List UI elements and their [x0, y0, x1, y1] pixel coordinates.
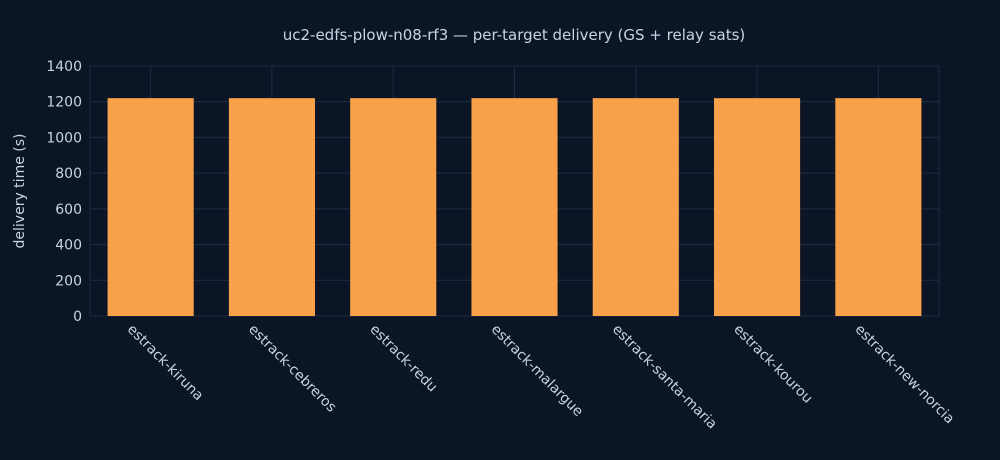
y-tick-label: 800 — [55, 166, 82, 182]
y-tick-label: 1200 — [46, 95, 82, 111]
y-tick-label: 200 — [55, 273, 82, 289]
y-tick-labels: 0 200 400 600 800 1000 1200 1400 — [46, 59, 82, 325]
y-axis-label: delivery time (s) — [12, 134, 28, 249]
bar-layer — [107, 98, 922, 317]
y-tick-label: 1000 — [46, 130, 82, 146]
x-tick-label: estrack-malargue — [488, 322, 586, 420]
y-tick-label: 400 — [55, 238, 82, 254]
bar-estrack-redu[interactable] — [350, 98, 437, 317]
bar-estrack-kourou[interactable] — [714, 98, 801, 317]
bar-estrack-santa-maria[interactable] — [592, 98, 679, 317]
x-tick-label: estrack-kourou — [730, 322, 815, 407]
y-tick-label: 0 — [73, 309, 82, 325]
x-tick-label: estrack-cebreros — [245, 322, 339, 416]
chart-title: uc2-edfs-plow-n08-rf3 — per-target deliv… — [283, 26, 746, 44]
bar-estrack-new-norcia[interactable] — [835, 98, 922, 317]
y-tick-label: 600 — [55, 202, 82, 218]
x-tick-label: estrack-santa-maria — [609, 322, 720, 433]
y-tick-label: 1400 — [46, 59, 82, 75]
x-tick-labels: estrack-kiruna estrack-cebreros estrack-re… — [124, 322, 958, 433]
x-tick-label: estrack-redu — [366, 322, 440, 396]
bar-estrack-malargue[interactable] — [471, 98, 558, 317]
x-tick-label: estrack-kiruna — [124, 322, 206, 404]
bar-estrack-kiruna[interactable] — [107, 98, 194, 317]
x-tick-label: estrack-new-norcia — [852, 322, 958, 428]
bar-estrack-cebreros[interactable] — [228, 98, 315, 317]
